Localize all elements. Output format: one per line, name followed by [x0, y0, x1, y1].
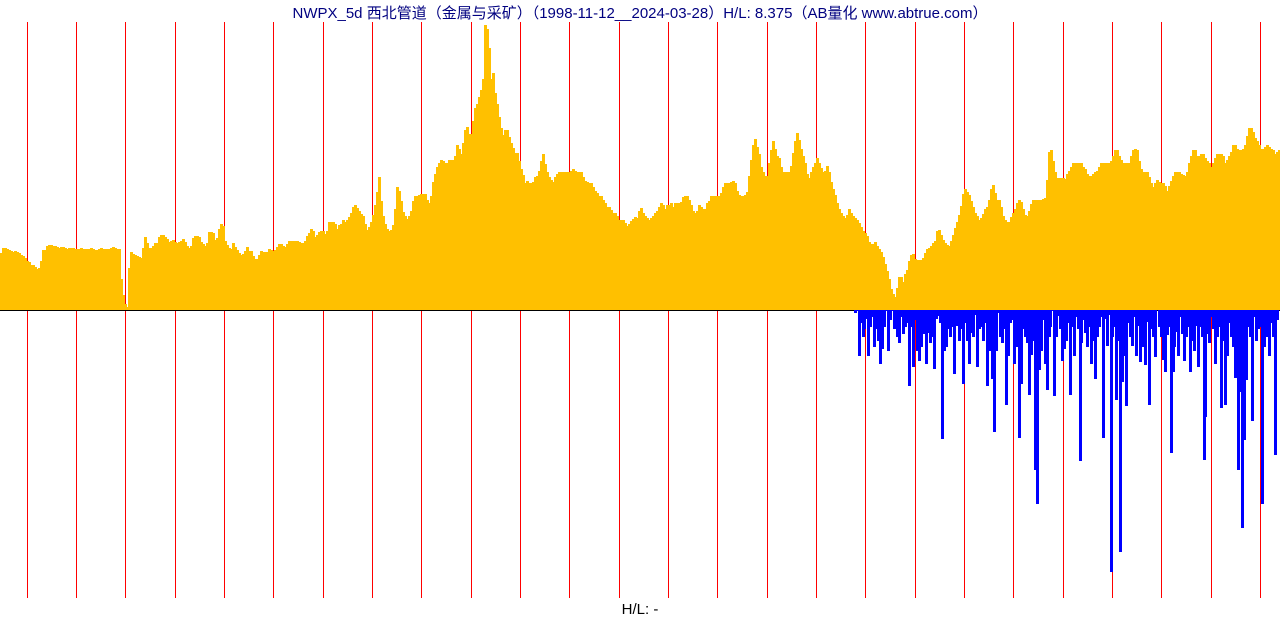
chart-footer: H/L: - — [0, 601, 1280, 618]
price-chart — [0, 22, 1280, 598]
bottom-series — [0, 310, 1280, 598]
top-series — [0, 22, 1280, 310]
chart-title: NWPX_5d 西北管道（金属与采矿）（1998-11-12__2024-03-… — [0, 2, 1280, 23]
